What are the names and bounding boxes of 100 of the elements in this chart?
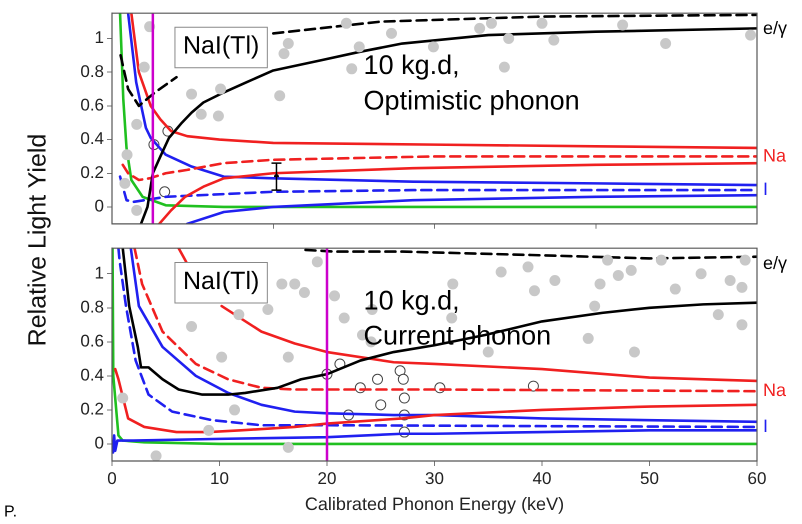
y-tick-label: 0.4 <box>80 366 104 385</box>
point <box>398 392 410 404</box>
point <box>696 268 707 280</box>
annotation: NaI(Tl) <box>182 32 260 60</box>
x-tick-label: 60 <box>748 468 766 488</box>
point <box>474 22 486 34</box>
series-label: e/γ <box>763 18 788 38</box>
point <box>262 304 274 315</box>
point <box>186 88 198 100</box>
point <box>602 254 614 266</box>
y-tick-label: 0.8 <box>80 62 104 81</box>
point <box>589 300 600 312</box>
point <box>122 149 133 160</box>
point <box>312 256 323 268</box>
x-tick-label: 40 <box>532 468 552 488</box>
point <box>340 18 352 29</box>
point <box>298 286 310 298</box>
point <box>745 30 756 41</box>
point <box>276 278 288 290</box>
point <box>289 278 300 290</box>
y-tick-label: 0 <box>94 434 104 453</box>
point <box>549 275 560 286</box>
x-tick-label: 0 <box>107 468 117 488</box>
point <box>131 204 142 216</box>
point <box>131 118 142 130</box>
point <box>278 48 290 60</box>
point <box>354 41 365 52</box>
point <box>536 18 548 29</box>
point <box>233 309 244 320</box>
y-tick-label: 0.4 <box>80 129 104 148</box>
point <box>274 90 286 102</box>
series-label: I <box>763 179 768 200</box>
y-tick-label: 0.2 <box>80 400 104 419</box>
point <box>670 284 681 295</box>
x-tick-label: 10 <box>210 468 229 488</box>
point <box>138 62 150 73</box>
point <box>150 450 162 461</box>
point <box>617 19 628 30</box>
text: P. <box>4 503 18 520</box>
y-tick-label: 0 <box>94 196 104 216</box>
point <box>740 254 751 266</box>
point <box>660 38 672 50</box>
y-tick-label: 0.8 <box>80 297 104 316</box>
point <box>528 285 540 296</box>
point <box>498 62 510 73</box>
y-tick-label: 1 <box>94 28 104 48</box>
y-tick-label: 0.2 <box>80 162 104 182</box>
point <box>216 352 228 363</box>
point <box>656 254 667 266</box>
point <box>503 32 514 44</box>
x-tick-label: 20 <box>318 468 336 488</box>
point <box>203 424 214 436</box>
x-tick-label: 50 <box>640 468 659 488</box>
series-label: Na <box>763 380 787 400</box>
x-tick-label: 30 <box>425 468 444 488</box>
point <box>486 18 497 29</box>
series-label: Na <box>763 145 787 166</box>
point <box>428 41 439 52</box>
point <box>712 309 724 320</box>
point <box>398 374 409 385</box>
point <box>372 374 384 385</box>
point <box>386 28 397 39</box>
point <box>375 399 386 410</box>
point <box>282 442 294 453</box>
point <box>724 275 736 286</box>
point <box>736 282 748 293</box>
point <box>329 290 340 302</box>
point <box>229 404 240 416</box>
point <box>282 38 294 50</box>
y-tick-label: 0.6 <box>80 96 104 115</box>
point <box>612 270 624 281</box>
annotation: NaI(Tl) <box>182 266 260 295</box>
point <box>736 319 748 330</box>
line-series <box>304 248 757 260</box>
point <box>159 186 170 198</box>
line-series <box>121 155 757 182</box>
point <box>117 392 128 404</box>
point <box>582 332 594 344</box>
point <box>447 278 458 290</box>
x-axis-title: Calibrated Phonon Energy (keV) <box>304 494 564 514</box>
annotation: 10 kg.d, Optimistic phonon <box>364 50 580 116</box>
point <box>394 365 406 376</box>
series-label: I <box>763 416 768 436</box>
y-tick-label: 1 <box>94 263 104 282</box>
point <box>338 312 350 324</box>
point <box>496 266 507 278</box>
point <box>528 380 539 392</box>
series-label: e/γ <box>763 253 788 274</box>
point <box>196 108 207 120</box>
point <box>548 34 560 46</box>
point <box>119 178 130 189</box>
point <box>628 346 640 358</box>
point <box>212 110 224 122</box>
point <box>594 278 606 290</box>
point <box>522 261 534 272</box>
y-axis-title: Relative Light Yield <box>24 134 52 346</box>
y-tick-label: 0.6 <box>80 332 104 351</box>
point <box>346 63 358 74</box>
point <box>282 352 294 363</box>
point <box>626 264 637 276</box>
